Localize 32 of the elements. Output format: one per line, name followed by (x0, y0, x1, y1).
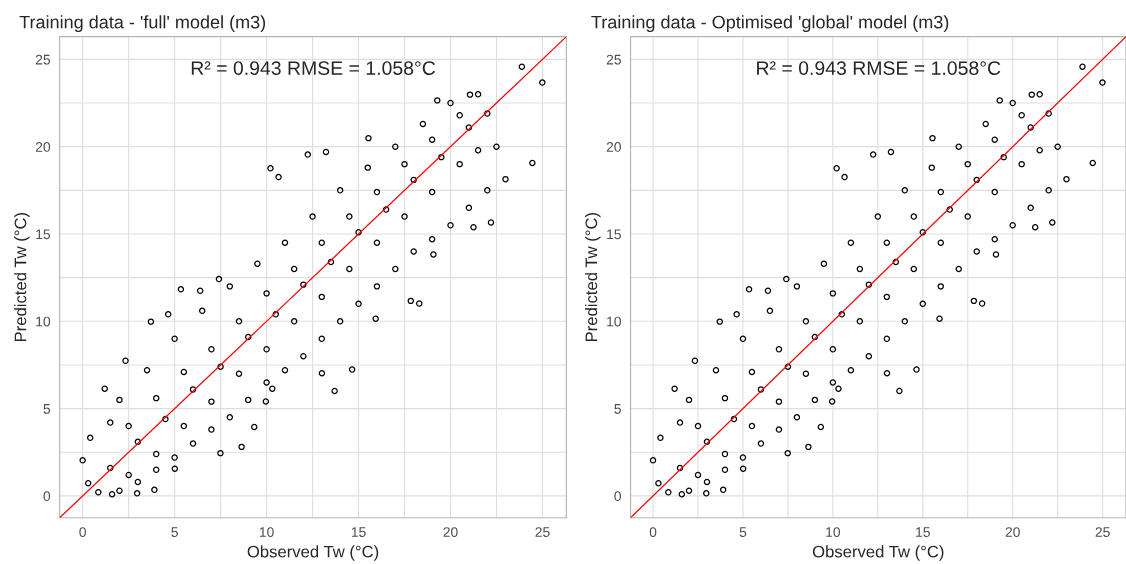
y-tick-label: 10 (607, 316, 621, 327)
chart-title: Training data - Optimised 'global' model (m3) (591, 15, 949, 33)
y-tick-label: 15 (607, 229, 621, 240)
x-axis-title: Observed Tw (°C) (812, 545, 944, 561)
x-tick-label: 0 (649, 527, 657, 537)
y-axis-title: Predicted Tw (°C) (14, 213, 30, 342)
y-tick-label: 0 (614, 491, 621, 502)
y-tick-label: 25 (606, 54, 621, 65)
annotation: R² = 0.943 RMSE = 1.058°C (191, 61, 436, 75)
x-tick-label: 15 (351, 527, 366, 537)
y-tick-label: 5 (614, 404, 621, 414)
y-tick-label: 20 (35, 142, 51, 152)
x-tick-label: 10 (259, 527, 274, 537)
x-tick-label: 20 (443, 527, 458, 537)
x-tick-label: 20 (1005, 527, 1020, 537)
y-tick-label: 10 (36, 316, 51, 327)
x-tick-label: 15 (916, 527, 930, 537)
x-axis-title: Observed Tw (°C) (247, 545, 379, 561)
y-tick-label: 15 (36, 229, 51, 240)
x-tick-label: 5 (171, 527, 178, 537)
x-tick-label: 10 (826, 527, 841, 537)
annotation: R² = 0.943 RMSE = 1.058°C (757, 61, 1001, 75)
y-tick-label: 25 (35, 54, 51, 65)
y-tick-label: 20 (606, 142, 621, 152)
chart-title: Training data - 'full' model (m3) (19, 15, 266, 33)
x-tick-label: 0 (79, 527, 86, 537)
y-tick-label: 5 (43, 404, 51, 414)
y-tick-label: 0 (43, 491, 51, 502)
y-axis-title: Predicted Tw (°C) (584, 213, 601, 342)
x-tick-label: 25 (535, 527, 550, 537)
x-tick-label: 25 (1095, 527, 1110, 537)
x-tick-label: 5 (739, 527, 747, 537)
